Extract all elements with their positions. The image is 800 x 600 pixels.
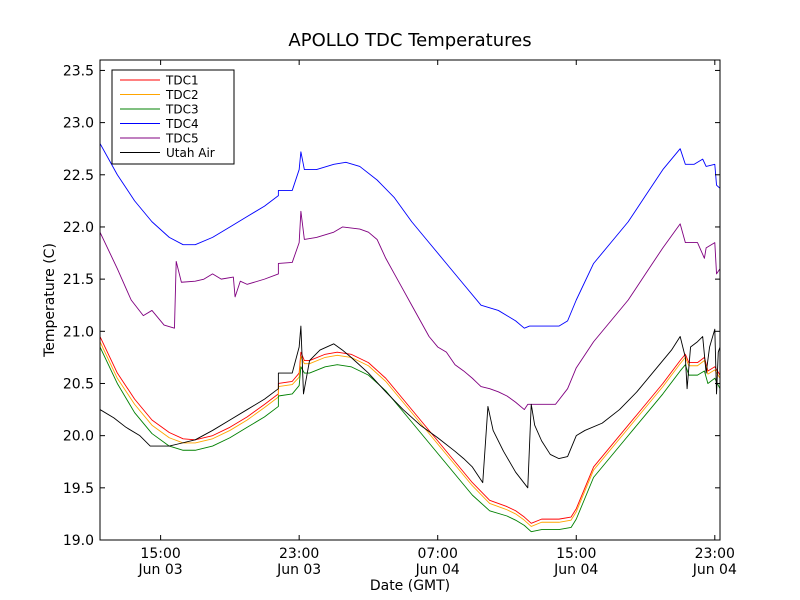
- y-tick-label: 19.5: [63, 481, 94, 497]
- legend-label-tdc4: TDC4: [165, 117, 199, 131]
- y-tick-label: 19.0: [63, 533, 94, 549]
- x-tick-label-time: 15:00: [140, 546, 180, 562]
- series-line-tdc1: [100, 336, 720, 524]
- legend-label-tdc3: TDC3: [165, 103, 199, 117]
- legend-label-utah-air: Utah Air: [166, 146, 215, 160]
- x-tick-label-time: 15:00: [556, 546, 596, 562]
- y-tick-label: 23.0: [63, 116, 94, 132]
- y-tick-label: 20.0: [63, 429, 94, 445]
- plot-frame: [99, 59, 721, 541]
- x-tick-label-date: Jun 04: [553, 562, 598, 578]
- x-tick-label-date: Jun 03: [276, 562, 321, 578]
- y-tick-label: 23.5: [63, 63, 94, 79]
- y-axis-label: Temperature (C): [42, 243, 58, 358]
- series-line-tdc5: [100, 210, 720, 411]
- legend-box: [111, 69, 235, 165]
- x-tick-label-time: 07:00: [418, 546, 458, 562]
- legend-label-tdc1: TDC1: [165, 74, 199, 88]
- series-group: [100, 143, 720, 533]
- series-line-tdc2: [100, 341, 720, 527]
- legend-label-tdc2: TDC2: [165, 88, 199, 102]
- y-tick-label: 22.0: [63, 220, 94, 236]
- x-tick-label-date: Jun 04: [692, 562, 737, 578]
- plot-area: [100, 143, 720, 533]
- legend-label-tdc5: TDC5: [165, 132, 199, 146]
- y-tick-label: 20.5: [63, 376, 94, 392]
- chart-title: APOLLO TDC Temperatures: [288, 30, 531, 51]
- y-axis: 19.0 19.5 20.0 20.5 21.0 21.5 22.0 22.5 23.0 23.5: [63, 63, 720, 549]
- x-axis-label: Date (GMT): [370, 578, 450, 594]
- x-tick-label-time: 23:00: [695, 546, 735, 562]
- series-line-utah-air: [100, 325, 720, 489]
- x-tick-label-date: Jun 04: [415, 562, 460, 578]
- y-tick-label: 22.5: [63, 168, 94, 184]
- y-tick-label: 21.5: [63, 272, 94, 288]
- series-line-tdc4: [100, 143, 720, 329]
- y-tick-label: 21.0: [63, 324, 94, 340]
- series-line-tdc3: [100, 346, 720, 533]
- x-tick-label-time: 23:00: [279, 546, 319, 562]
- x-tick-label-date: Jun 03: [138, 562, 183, 578]
